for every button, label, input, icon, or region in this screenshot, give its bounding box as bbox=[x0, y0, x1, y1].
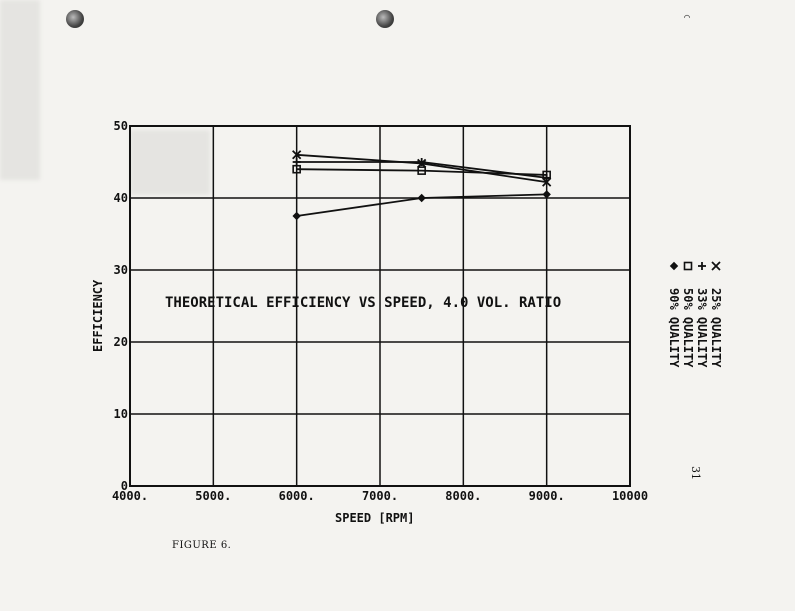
square-marker bbox=[542, 170, 551, 180]
page-number: 31 bbox=[689, 466, 702, 480]
y-tick-label: 0 bbox=[121, 479, 128, 493]
scan-shading-left bbox=[0, 0, 40, 180]
diamond-marker bbox=[417, 193, 426, 203]
square-marker bbox=[417, 166, 426, 175]
x-tick-label: 9000. bbox=[529, 489, 565, 503]
tick-labels: 4000. 5000. 6000. 7000. 8000. 9000. 10000 0 10 20… bbox=[112, 119, 648, 503]
scan-mark: ⌒ bbox=[684, 12, 691, 23]
legend-entry: 90% QUALITY bbox=[667, 261, 681, 368]
legend-entry: 50% QUALITY bbox=[681, 261, 695, 368]
x-marker bbox=[292, 150, 302, 160]
y-axis-title: EFFICIENCY bbox=[91, 279, 105, 352]
x-marker bbox=[542, 177, 552, 187]
square-marker bbox=[683, 261, 693, 271]
data-markers bbox=[292, 150, 552, 221]
chart-title: THEORETICAL EFFICIENCY VS SPEED, 4.0 VOL… bbox=[165, 295, 561, 311]
axes bbox=[129, 125, 631, 487]
y-tick-label: 50 bbox=[114, 119, 128, 133]
y-tick-label: 40 bbox=[114, 191, 128, 205]
punch-hole-center bbox=[376, 10, 394, 28]
x-axis-title: SPEED [RPM] bbox=[335, 511, 414, 525]
plot-frame bbox=[129, 125, 631, 487]
legend-entry: 25% QUALITY bbox=[709, 261, 723, 368]
diamond-marker bbox=[292, 211, 301, 221]
y-tick-label: 10 bbox=[114, 407, 128, 421]
scan-shading bbox=[130, 130, 210, 195]
series-line bbox=[296, 168, 547, 176]
x-marker bbox=[711, 261, 721, 271]
legend-entry: 33% QUALITY bbox=[695, 262, 709, 368]
x-tick-label: 10000 bbox=[612, 489, 648, 503]
legend-label: 33% QUALITY bbox=[695, 288, 709, 368]
square-marker bbox=[292, 164, 301, 174]
diamond-marker bbox=[542, 190, 551, 199]
legend-label: 25% QUALITY bbox=[709, 288, 723, 368]
x-tick-label: 7000. bbox=[362, 489, 398, 503]
x-tick-label: 6000. bbox=[279, 489, 315, 503]
legend-label: 50% QUALITY bbox=[681, 288, 695, 368]
y-tick-label: 30 bbox=[114, 263, 128, 277]
diamond-marker bbox=[669, 261, 679, 271]
x-tick-label: 5000. bbox=[195, 489, 231, 503]
x-tick-label: 4000. bbox=[112, 489, 148, 503]
punch-hole-left bbox=[66, 10, 84, 28]
figure-caption: FIGURE 6. bbox=[172, 540, 232, 551]
y-tick-label: 20 bbox=[114, 335, 128, 349]
x-tick-label: 8000. bbox=[445, 489, 481, 503]
legend-label: 90% QUALITY bbox=[667, 288, 681, 368]
